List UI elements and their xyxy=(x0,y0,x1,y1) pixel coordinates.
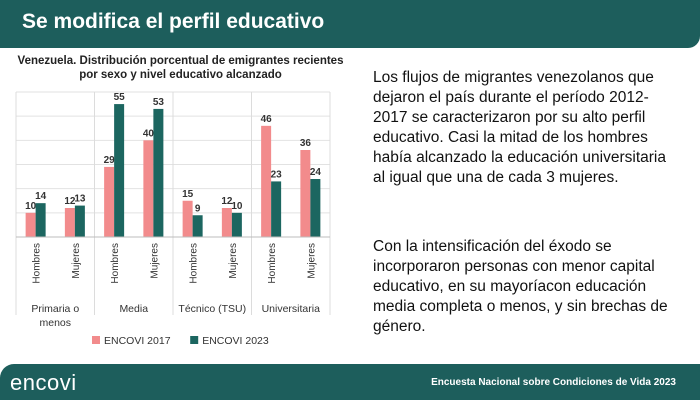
category-label: Mujeres xyxy=(149,243,160,279)
bar xyxy=(300,150,311,237)
data-label: 40 xyxy=(143,128,155,139)
legend-label: ENCOVI 2017 xyxy=(104,335,171,347)
data-label: 12 xyxy=(64,196,76,207)
category-label: Mujeres xyxy=(306,243,317,279)
category-label: Hombres xyxy=(267,243,278,284)
bar xyxy=(231,212,242,237)
bar xyxy=(153,108,164,238)
bar xyxy=(271,181,282,237)
category-label: Hombres xyxy=(110,243,121,284)
footer-bar: encovi Encuesta Nacional sobre Condicion… xyxy=(0,364,700,400)
category-label: Mujeres xyxy=(228,243,239,279)
footer-caption: Encuesta Nacional sobre Condiciones de V… xyxy=(431,377,676,388)
bar xyxy=(64,208,75,237)
data-label: 15 xyxy=(182,189,194,200)
bar xyxy=(261,125,272,237)
data-label: 14 xyxy=(35,191,47,202)
data-label: 10 xyxy=(25,201,37,212)
body-paragraph-2: Con la intensificación del éxodo se inco… xyxy=(373,238,668,335)
encovi-logo: encovi xyxy=(10,370,77,395)
bar xyxy=(35,203,46,237)
category-label: Hombres xyxy=(189,243,200,284)
data-label: 12 xyxy=(221,196,233,207)
bar xyxy=(74,205,85,237)
bar-chart: 1014Hombres1213Mujeres2955Hombres4053Muj… xyxy=(15,91,331,347)
data-label: 10 xyxy=(231,201,243,212)
bar xyxy=(182,200,193,237)
legend-swatch xyxy=(92,336,100,344)
data-label: 23 xyxy=(271,169,283,180)
bar xyxy=(310,179,321,237)
page-title: Se modifica el perfil educativo xyxy=(22,10,325,33)
data-label: 55 xyxy=(114,92,126,103)
header-bar: Se modifica el perfil educativo xyxy=(0,0,700,48)
bar xyxy=(114,104,125,237)
data-label: 46 xyxy=(261,114,273,125)
category-label: Mujeres xyxy=(71,243,82,279)
bar xyxy=(104,166,115,237)
data-label: 9 xyxy=(195,203,201,214)
data-label: 53 xyxy=(153,97,165,108)
category-label: Hombres xyxy=(32,243,43,284)
group-label: menos xyxy=(39,317,71,329)
bar xyxy=(221,208,232,237)
group-label: Media xyxy=(119,303,148,315)
group-label: Universitaria xyxy=(262,303,321,315)
group-label: Primaria o xyxy=(31,303,79,315)
body-paragraph-1: Los flujos de migrantes venezolanos que … xyxy=(373,69,666,186)
bar xyxy=(25,212,36,237)
data-label: 36 xyxy=(300,138,312,149)
data-label: 29 xyxy=(104,155,116,166)
bar xyxy=(192,215,203,237)
bar xyxy=(143,140,154,237)
legend-swatch xyxy=(190,336,199,344)
group-label: Técnico (TSU) xyxy=(178,303,246,315)
data-label: 24 xyxy=(310,167,322,178)
chart-title: Venezuela. Distribución porcentual de em… xyxy=(17,55,344,81)
data-label: 13 xyxy=(74,194,86,205)
legend-label: ENCOVI 2023 xyxy=(202,335,269,347)
